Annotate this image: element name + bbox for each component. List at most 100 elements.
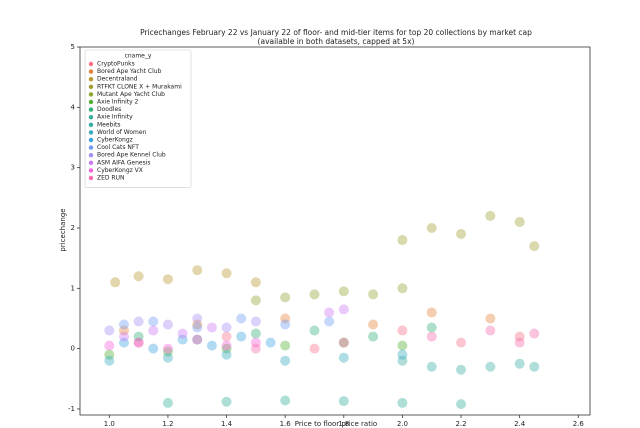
legend-swatch xyxy=(88,175,94,181)
legend-swatch xyxy=(88,84,94,90)
point xyxy=(514,216,525,227)
legend-swatch xyxy=(88,115,94,120)
point xyxy=(133,331,144,342)
point xyxy=(280,340,291,351)
point xyxy=(309,343,320,354)
point xyxy=(338,304,349,315)
point xyxy=(236,313,247,324)
legend-label: CryptoPunks xyxy=(97,61,135,68)
point xyxy=(148,325,159,336)
point xyxy=(250,277,261,288)
y-tick-label: 5 xyxy=(71,43,75,51)
point xyxy=(397,235,408,246)
point xyxy=(397,397,408,408)
point xyxy=(133,337,144,348)
legend-swatch xyxy=(88,69,94,74)
legend-title: cname_y xyxy=(125,53,152,60)
point xyxy=(118,319,129,330)
legend-label: Bored Ape Yacht Club xyxy=(97,68,162,75)
point xyxy=(397,325,408,336)
x-tick-label: 1.2 xyxy=(162,420,173,428)
x-tick-label: 1.0 xyxy=(104,420,115,428)
point xyxy=(338,337,349,348)
point xyxy=(192,265,203,276)
point xyxy=(162,274,173,285)
point xyxy=(162,319,173,330)
point xyxy=(338,352,349,363)
point xyxy=(177,328,188,339)
point xyxy=(236,331,247,342)
point xyxy=(133,271,144,282)
point xyxy=(104,325,115,336)
point xyxy=(104,349,115,360)
point xyxy=(250,343,261,354)
point xyxy=(309,325,320,336)
legend-box xyxy=(84,49,192,188)
point xyxy=(133,337,144,348)
point xyxy=(309,289,320,300)
point xyxy=(324,316,335,327)
point xyxy=(485,325,496,336)
legend-swatch xyxy=(88,61,94,67)
point xyxy=(250,295,261,306)
point xyxy=(206,322,217,333)
chart-title: Pricechanges February 22 vs January 22 o… xyxy=(140,28,532,37)
plot-frame xyxy=(79,46,591,416)
point xyxy=(397,349,408,360)
legend-label: Axie Infinity 2 xyxy=(97,99,139,106)
point xyxy=(426,222,437,233)
point xyxy=(221,343,232,354)
point xyxy=(192,334,203,345)
point xyxy=(192,313,203,324)
legend-swatch xyxy=(88,92,94,97)
legend-label: Axie Infinity xyxy=(97,114,133,121)
y-tick-label: 1 xyxy=(71,284,75,292)
x-tick-label: 2.4 xyxy=(514,420,526,428)
point xyxy=(221,340,232,351)
point xyxy=(514,337,525,348)
point xyxy=(514,331,525,342)
point xyxy=(177,334,188,345)
point xyxy=(368,319,379,330)
x-tick-label: 1.6 xyxy=(280,420,292,428)
point xyxy=(280,319,291,330)
point xyxy=(456,229,467,240)
point xyxy=(485,313,496,324)
point xyxy=(280,355,291,366)
point xyxy=(368,289,379,300)
y-tick-label: 2 xyxy=(71,224,75,232)
legend-label: CyberKongz VX xyxy=(97,167,143,174)
point xyxy=(456,337,467,348)
point xyxy=(110,277,121,288)
point xyxy=(265,337,276,348)
x-tick-label: 1.4 xyxy=(221,420,233,428)
point xyxy=(456,364,467,375)
point xyxy=(250,337,261,348)
point xyxy=(221,322,232,333)
legend-label: CyberKongz xyxy=(97,137,133,144)
point xyxy=(148,316,159,327)
x-tick-label: 2.0 xyxy=(397,420,408,428)
point xyxy=(206,340,217,351)
point xyxy=(148,343,159,354)
point xyxy=(162,397,173,408)
point xyxy=(338,286,349,297)
point xyxy=(456,399,467,410)
point xyxy=(426,307,437,318)
legend-label: Meebits xyxy=(97,121,121,128)
x-tick-label: 2.2 xyxy=(455,420,466,428)
point xyxy=(162,352,173,363)
point xyxy=(426,361,437,372)
point xyxy=(529,328,540,339)
legend-swatch xyxy=(88,145,94,150)
legend-label: Bored Ape Kennel Club xyxy=(97,152,166,159)
legend-label: ZED RUN xyxy=(97,175,124,182)
point xyxy=(529,241,540,252)
legend-label: RTFKT CLONE X + Murakami xyxy=(97,83,182,90)
y-tick-label: 0 xyxy=(71,345,75,353)
point xyxy=(104,340,115,351)
legend-swatch xyxy=(88,137,94,143)
point xyxy=(192,322,203,333)
point xyxy=(118,337,129,348)
point xyxy=(529,361,540,372)
